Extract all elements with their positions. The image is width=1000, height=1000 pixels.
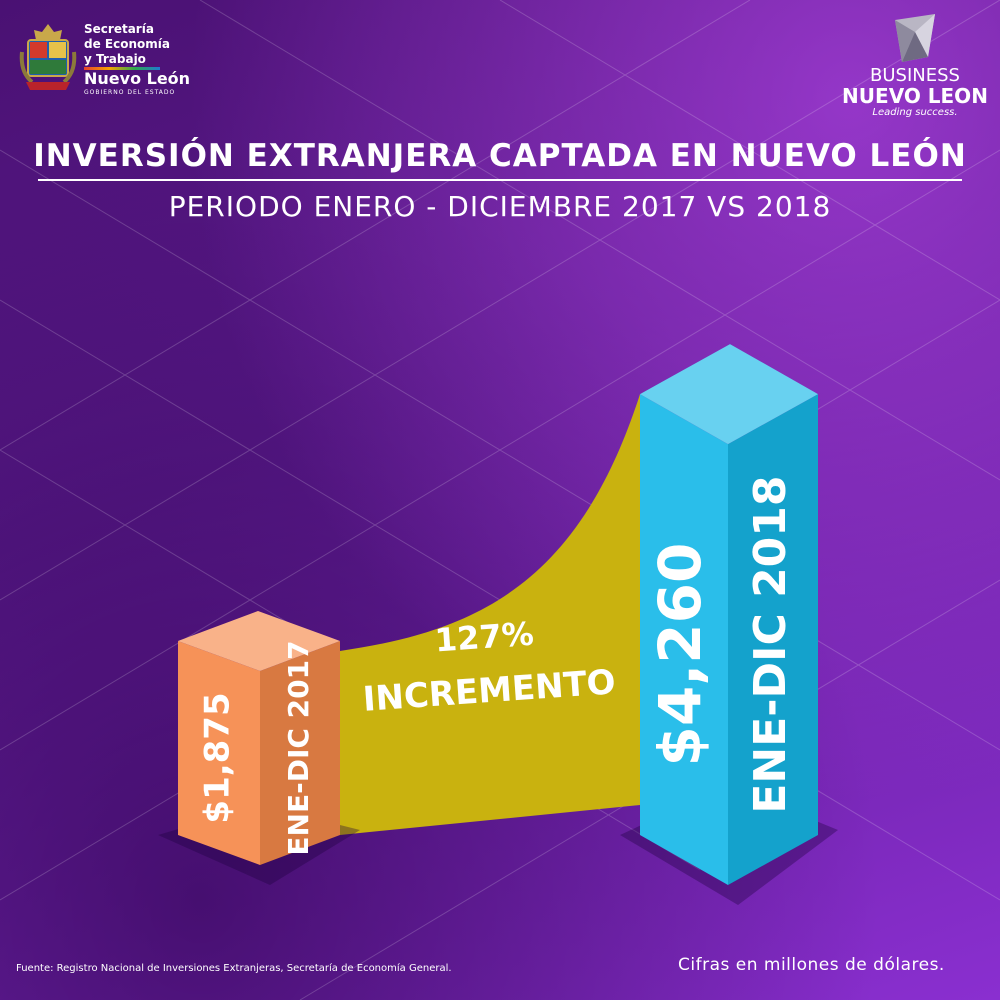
increase-band <box>340 394 640 835</box>
business-nuevo-leon-logo: BUSINESS NUEVO LEON Leading success. <box>840 12 990 122</box>
business-logo-tagline: Leading success. <box>872 107 958 118</box>
gov-logo-color-bar <box>84 67 160 70</box>
units-note: Cifras en millones de dólares. <box>678 955 945 975</box>
bar-top-0 <box>178 610 340 671</box>
gov-logo-line-5: GOBIERNO DEL ESTADO <box>84 89 176 96</box>
title-divider <box>38 179 962 181</box>
bar-value-label-0: $1,875 <box>198 692 238 823</box>
government-logo: Secretaría de Economía y Trabajo Nuevo L… <box>18 22 208 102</box>
triangle-logo-icon <box>895 14 935 62</box>
business-logo-line-2: NUEVO LEON <box>842 84 988 108</box>
bar-front-1 <box>640 394 728 885</box>
bar-side-1 <box>728 394 818 885</box>
business-logo-line-1: BUSINESS <box>870 65 960 86</box>
gov-logo-line-4: Nuevo León <box>84 69 191 88</box>
bar-category-label-1: ENE-DIC 2018 <box>745 475 796 813</box>
increase-percent-label: 127% <box>434 615 535 660</box>
bar-value-label-1: $4,260 <box>646 543 714 767</box>
gov-logo-line-2: de Economía <box>84 37 170 51</box>
coat-of-arms-icon <box>19 24 77 90</box>
chart-subtitle: PERIODO ENERO - DICIEMBRE 2017 VS 2018 <box>168 190 832 223</box>
chart-title: INVERSIÓN EXTRANJERA CAPTADA EN NUEVO LE… <box>33 138 967 174</box>
gov-logo-line-3: y Trabajo <box>84 52 146 66</box>
gov-logo-line-1: Secretaría <box>84 22 154 36</box>
bar-top-1 <box>640 344 818 445</box>
source-note: Fuente: Registro Nacional de Inversiones… <box>16 963 452 974</box>
bar-front-0 <box>178 640 260 865</box>
bar-side-0 <box>260 640 340 865</box>
bar-category-label-0: ENE-DIC 2017 <box>282 640 315 855</box>
